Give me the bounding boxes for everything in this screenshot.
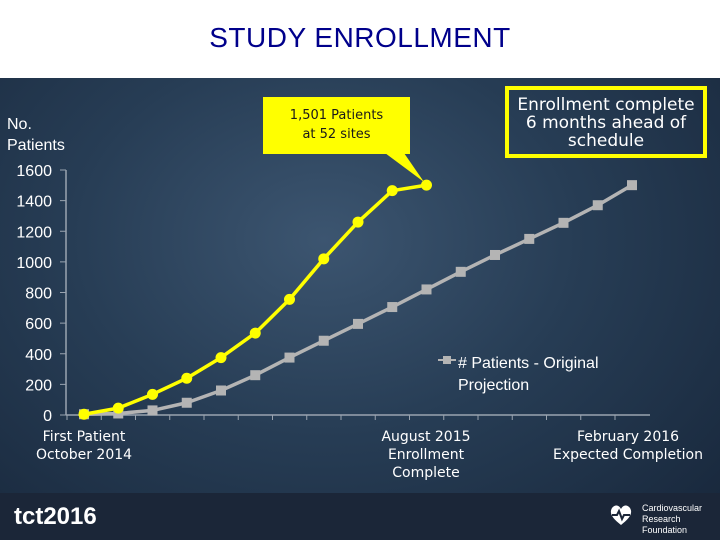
x-tick-label-line: August 2015 — [381, 429, 471, 445]
actual-enrollment-point — [386, 185, 398, 197]
actual-enrollment-point — [352, 216, 364, 228]
projection-point — [387, 302, 398, 313]
x-tick-label-line: October 2014 — [35, 447, 133, 463]
crf-logo-line2: Research Foundation — [642, 514, 688, 535]
actual-enrollment-point — [215, 352, 227, 364]
projection-point — [318, 335, 329, 346]
projection-point — [455, 266, 466, 277]
y-ticks: 0 200 400 600 800 1000 1200 1400 1600 — [16, 163, 66, 425]
enrollment-callout: 1,501 Patients at 52 sites — [263, 97, 410, 154]
y-tick-label: 1600 — [16, 163, 52, 180]
actual-enrollment-point — [284, 293, 295, 305]
projection-point — [181, 397, 192, 408]
y-tick-label: 1400 — [16, 194, 52, 211]
x-tick-label-line: Enrollment — [387, 447, 465, 463]
projection-point — [524, 233, 535, 244]
footer-bar — [0, 493, 720, 540]
actual-enrollment-point — [147, 388, 158, 400]
projection-point — [216, 385, 226, 396]
y-tick-label: 1000 — [16, 255, 52, 272]
x-tick-label-first-patient: First Patient October 2014 — [28, 428, 140, 464]
y-tick-label: 0 — [43, 408, 52, 425]
x-tick-label-enrollment-complete: August 2015 Enrollment Complete — [366, 428, 486, 482]
y-tick-label: 600 — [25, 316, 52, 333]
callout-line2: at 52 sites — [302, 127, 371, 142]
projection-point — [490, 249, 500, 260]
projection-point — [592, 200, 603, 211]
y-tick-label: 200 — [25, 377, 52, 394]
x-tick-label-line: First Patient — [42, 429, 126, 445]
actual-enrollment-point — [78, 408, 90, 420]
y-tick-label: 800 — [25, 286, 52, 303]
chart-legend: # Patients - Original Projection — [438, 353, 648, 397]
x-tick-label-line: Expected Completion — [553, 447, 703, 463]
projection-point — [558, 217, 569, 228]
tct-logo: tct2016 — [14, 503, 97, 530]
note-line2: 6 months ahead of — [525, 113, 687, 133]
actual-enrollment-point — [421, 179, 432, 191]
schedule-note: Enrollment complete 6 months ahead of sc… — [505, 86, 707, 158]
heart-logo-icon — [610, 505, 632, 525]
series-markers — [78, 179, 637, 420]
y-axis-label-line2: Patients — [7, 137, 65, 154]
y-axis-label-line1: No. — [7, 116, 32, 133]
projection-point — [353, 318, 363, 329]
legend-square-marker — [443, 356, 451, 364]
crf-logo: Cardiovascular Research Foundation — [642, 503, 720, 536]
y-axis-label: No. Patients — [7, 114, 87, 156]
actual-enrollment-point — [318, 253, 330, 265]
crf-logo-line1: Cardiovascular — [642, 503, 703, 513]
projection-point — [147, 405, 158, 416]
actual-enrollment-point — [181, 372, 193, 384]
y-tick-label: 1200 — [16, 224, 52, 241]
projection-point — [627, 180, 637, 191]
legend-label-line2: Projection — [458, 377, 530, 394]
actual-enrollment-point — [249, 327, 261, 339]
y-tick-label: 400 — [25, 347, 52, 364]
note-line1: Enrollment complete — [517, 95, 695, 115]
projection-point — [284, 352, 295, 363]
legend-label-line1: # Patients - Original — [458, 355, 599, 372]
callout-line1: 1,501 Patients — [289, 108, 384, 123]
projection-point — [421, 284, 432, 295]
x-tick-label-line: February 2016 — [576, 429, 680, 445]
title-band — [0, 0, 720, 78]
x-tick-label-line: Complete — [392, 465, 460, 481]
page-title: STUDY ENROLLMENT — [209, 22, 511, 53]
note-line3: schedule — [567, 131, 645, 151]
projection-point — [250, 370, 261, 381]
actual-enrollment-point — [112, 402, 124, 414]
x-tick-label-expected-completion: February 2016 Expected Completion — [546, 428, 710, 464]
